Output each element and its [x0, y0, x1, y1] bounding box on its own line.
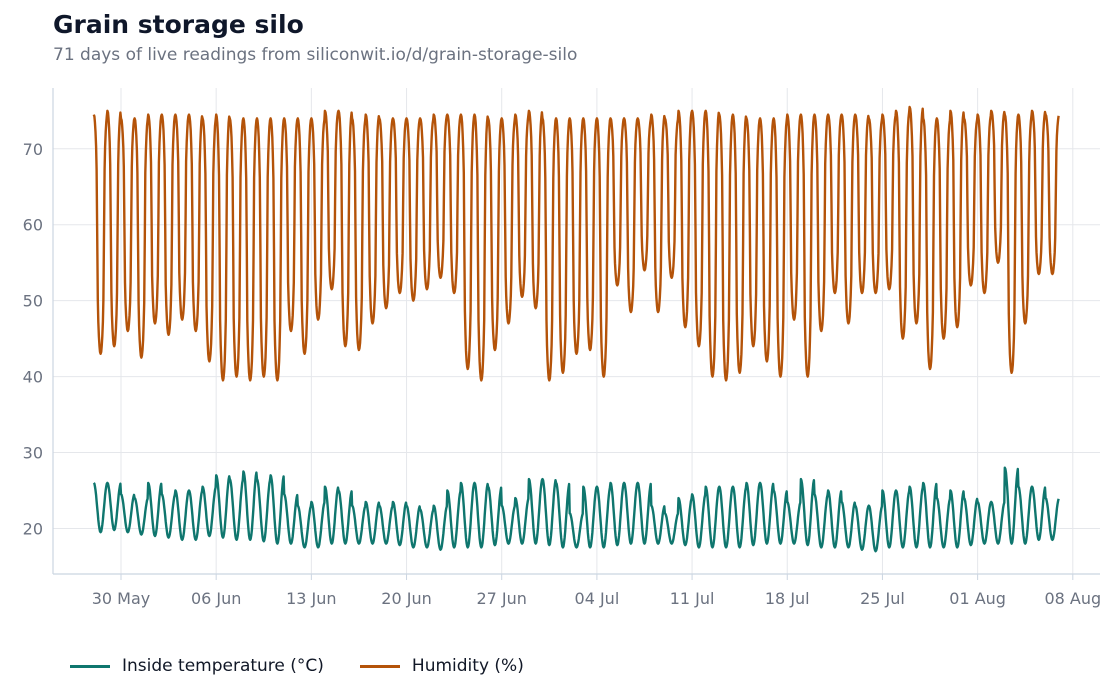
y-tick-label-50: 50	[23, 292, 43, 311]
line-chart: 20 30 40 50 60 70 30 May 06 Jun 13 Jun 20 Jun 27 J…	[23, 88, 1101, 608]
chart-title: Grain storage silo	[53, 10, 304, 39]
legend-label-temperature: Inside temperature (°C)	[122, 656, 324, 676]
legend-swatch-temperature	[70, 664, 110, 668]
legend-item-humidity: Humidity (%)	[359, 656, 524, 676]
x-tick-label-8: 25 Jul	[860, 589, 905, 608]
x-tick-label-7: 18 Jul	[765, 589, 810, 608]
x-tick-label-6: 11 Jul	[670, 589, 715, 608]
chart-subtitle: 71 days of live readings from siliconwit…	[53, 45, 578, 65]
chart-legend: Inside temperature (°C) Humidity (%)	[70, 656, 524, 676]
x-tick-label-5: 04 Jul	[575, 589, 620, 608]
x-tick-label-10: 08 Aug	[1044, 589, 1101, 608]
y-tick-label-40: 40	[23, 368, 43, 387]
x-tick-label-2: 13 Jun	[286, 589, 336, 608]
y-tick-label-20: 20	[23, 519, 43, 538]
y-tick-label-70: 70	[23, 140, 43, 159]
series-line-temperature	[92, 466, 1060, 553]
legend-label-humidity: Humidity (%)	[411, 656, 524, 676]
legend-item-temperature: Inside temperature (°C)	[70, 656, 324, 676]
x-tick-label-4: 27 Jun	[476, 589, 526, 608]
y-tick-label-30: 30	[23, 444, 43, 463]
x-tick-label-1: 06 Jun	[191, 589, 241, 608]
legend-swatch-humidity	[359, 664, 400, 668]
x-tick-label-3: 20 Jun	[381, 589, 431, 608]
y-tick-label-60: 60	[23, 216, 43, 235]
x-tick-label-9: 01 Aug	[949, 589, 1006, 608]
series-line-humidity	[92, 105, 1060, 382]
x-tick-label-0: 30 May	[92, 589, 151, 608]
